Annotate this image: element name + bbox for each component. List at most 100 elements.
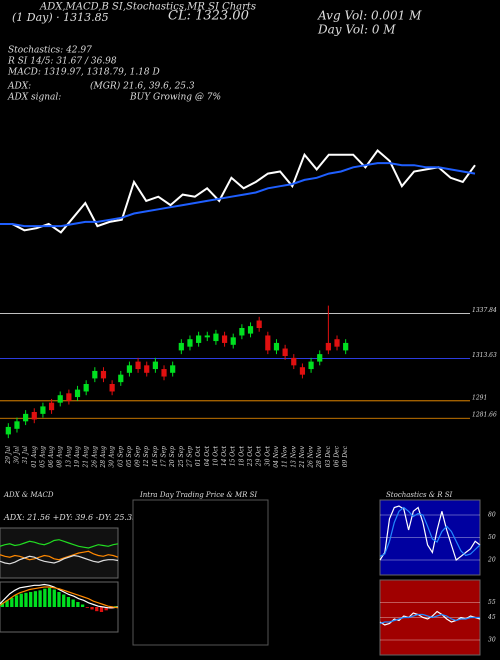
candle-body — [152, 361, 158, 370]
panel-title: Stochastics & R SI — [386, 491, 453, 499]
x-tick-label: 14 Oct — [221, 445, 228, 466]
x-tick-label: 18 Oct — [238, 445, 245, 466]
x-tick-label: 16 Sep — [152, 446, 159, 467]
x-tick-label: 08 Aug — [57, 446, 64, 468]
series-line — [379, 506, 481, 557]
candle-body — [230, 337, 236, 345]
histogram-bar — [24, 592, 28, 607]
x-tick-label: 26 Nov — [308, 445, 315, 468]
candle-body — [161, 369, 167, 377]
candle-body — [187, 339, 193, 347]
x-tick-label: 03 Sep — [117, 446, 124, 467]
candle-body — [83, 384, 89, 392]
y-tick-label: 1313.63 — [472, 352, 497, 359]
annotation: R SI 14/5: 31.67 / 36.98 — [7, 57, 117, 67]
x-tick-label: 13 Nov — [290, 445, 297, 467]
x-tick-label: 04 Nov — [273, 445, 280, 467]
x-tick-label: 28 Aug — [100, 446, 107, 469]
x-tick-label: 29 Oct — [256, 445, 263, 467]
annotation: Day Vol: 0 M — [317, 23, 396, 37]
x-tick-label: 09 Dec — [342, 445, 349, 467]
panel-frame — [132, 499, 269, 646]
histogram-bar — [0, 602, 5, 607]
candle-body — [213, 333, 219, 342]
candle-body — [204, 335, 210, 338]
candle-body — [265, 335, 271, 351]
candle-body — [196, 335, 202, 343]
candle-body — [247, 326, 254, 334]
annotation: Avg Vol: 0.001 M — [317, 9, 422, 23]
candle-body — [221, 335, 228, 343]
x-tick-label: 31 Jul — [22, 446, 29, 464]
x-tick-label: 27 Sep — [186, 446, 193, 468]
x-tick-label: 29 Jul — [5, 446, 12, 465]
histogram-bar — [43, 588, 47, 607]
histogram-bar — [85, 607, 89, 608]
x-tick-label: 06 Aug — [48, 446, 55, 468]
candle-body — [109, 384, 115, 392]
y-tick-label: 80 — [488, 512, 496, 519]
x-tick-label: 13 Aug — [65, 446, 72, 468]
histogram-bar — [14, 595, 19, 607]
candle-body — [126, 365, 133, 373]
candle-body — [282, 348, 288, 356]
x-tick-label: 01 Aug — [31, 446, 38, 468]
y-tick-label: 45 — [487, 614, 496, 621]
x-tick-label: 04 Oct — [204, 445, 211, 466]
candle-body — [317, 354, 323, 362]
x-tick-label: 30 Oct — [264, 445, 271, 466]
x-tick-label: 20 Sep — [169, 446, 176, 468]
candle-body — [66, 393, 72, 401]
annotation: BUY Growing @ 7% — [129, 93, 221, 103]
annotation: MACD: 1319.97, 1318.79, 1.18 D — [7, 68, 160, 78]
candle-body — [118, 374, 124, 383]
candle-body — [308, 361, 314, 370]
x-tick-label: 19 Aug — [74, 446, 81, 468]
candle-body — [5, 426, 11, 435]
annotation: ADX signal: — [7, 93, 61, 103]
candle-body — [40, 406, 46, 414]
series-line — [379, 613, 480, 625]
histogram-bar — [66, 597, 71, 607]
series-line — [0, 550, 119, 561]
histogram-bar — [19, 593, 23, 607]
y-tick-label: 30 — [488, 637, 496, 644]
panel-subtitle: ADX: 21.56 +DY: 39.6 -DY: 25.35 — [3, 513, 137, 522]
candle-body — [343, 342, 349, 351]
candle-body — [170, 365, 176, 373]
series-line — [0, 586, 119, 609]
x-tick-label: 12 Sep — [143, 446, 150, 467]
y-tick-label: 50 — [488, 534, 496, 541]
annotation: CL: 1323.00 — [168, 9, 249, 24]
x-tick-label: 05 Aug — [39, 446, 46, 468]
x-tick-label: 28 Nov — [316, 445, 323, 468]
y-tick-label: 1281.66 — [472, 412, 497, 419]
series-line — [0, 583, 119, 609]
x-tick-label: 21 Aug — [83, 446, 90, 469]
histogram-bar — [90, 607, 94, 610]
candle-body — [14, 421, 20, 429]
x-tick-label: 06 Dec — [334, 445, 341, 467]
histogram-bar — [99, 607, 104, 612]
histogram-bar — [33, 591, 38, 607]
candle-body — [74, 389, 81, 398]
panel-background — [379, 579, 481, 656]
x-tick-label: 26 Aug — [91, 446, 98, 469]
candle-body — [144, 365, 150, 373]
candle-body — [256, 320, 262, 328]
x-tick-label: 10 Oct — [212, 445, 219, 466]
y-tick-label: 1291 — [472, 394, 487, 401]
y-tick-label: 1337.84 — [472, 307, 497, 314]
histogram-bar — [29, 592, 33, 607]
x-tick-label: 17 Sep — [161, 446, 168, 467]
x-tick-label: 25 Sep — [178, 446, 185, 468]
x-tick-label: 15 Oct — [230, 445, 237, 466]
panel-background — [379, 499, 481, 576]
candle-body — [23, 413, 29, 422]
candle-body — [334, 339, 340, 347]
series-line — [0, 149, 476, 234]
histogram-bar — [52, 589, 56, 607]
x-tick-label: 23 Oct — [247, 445, 254, 467]
